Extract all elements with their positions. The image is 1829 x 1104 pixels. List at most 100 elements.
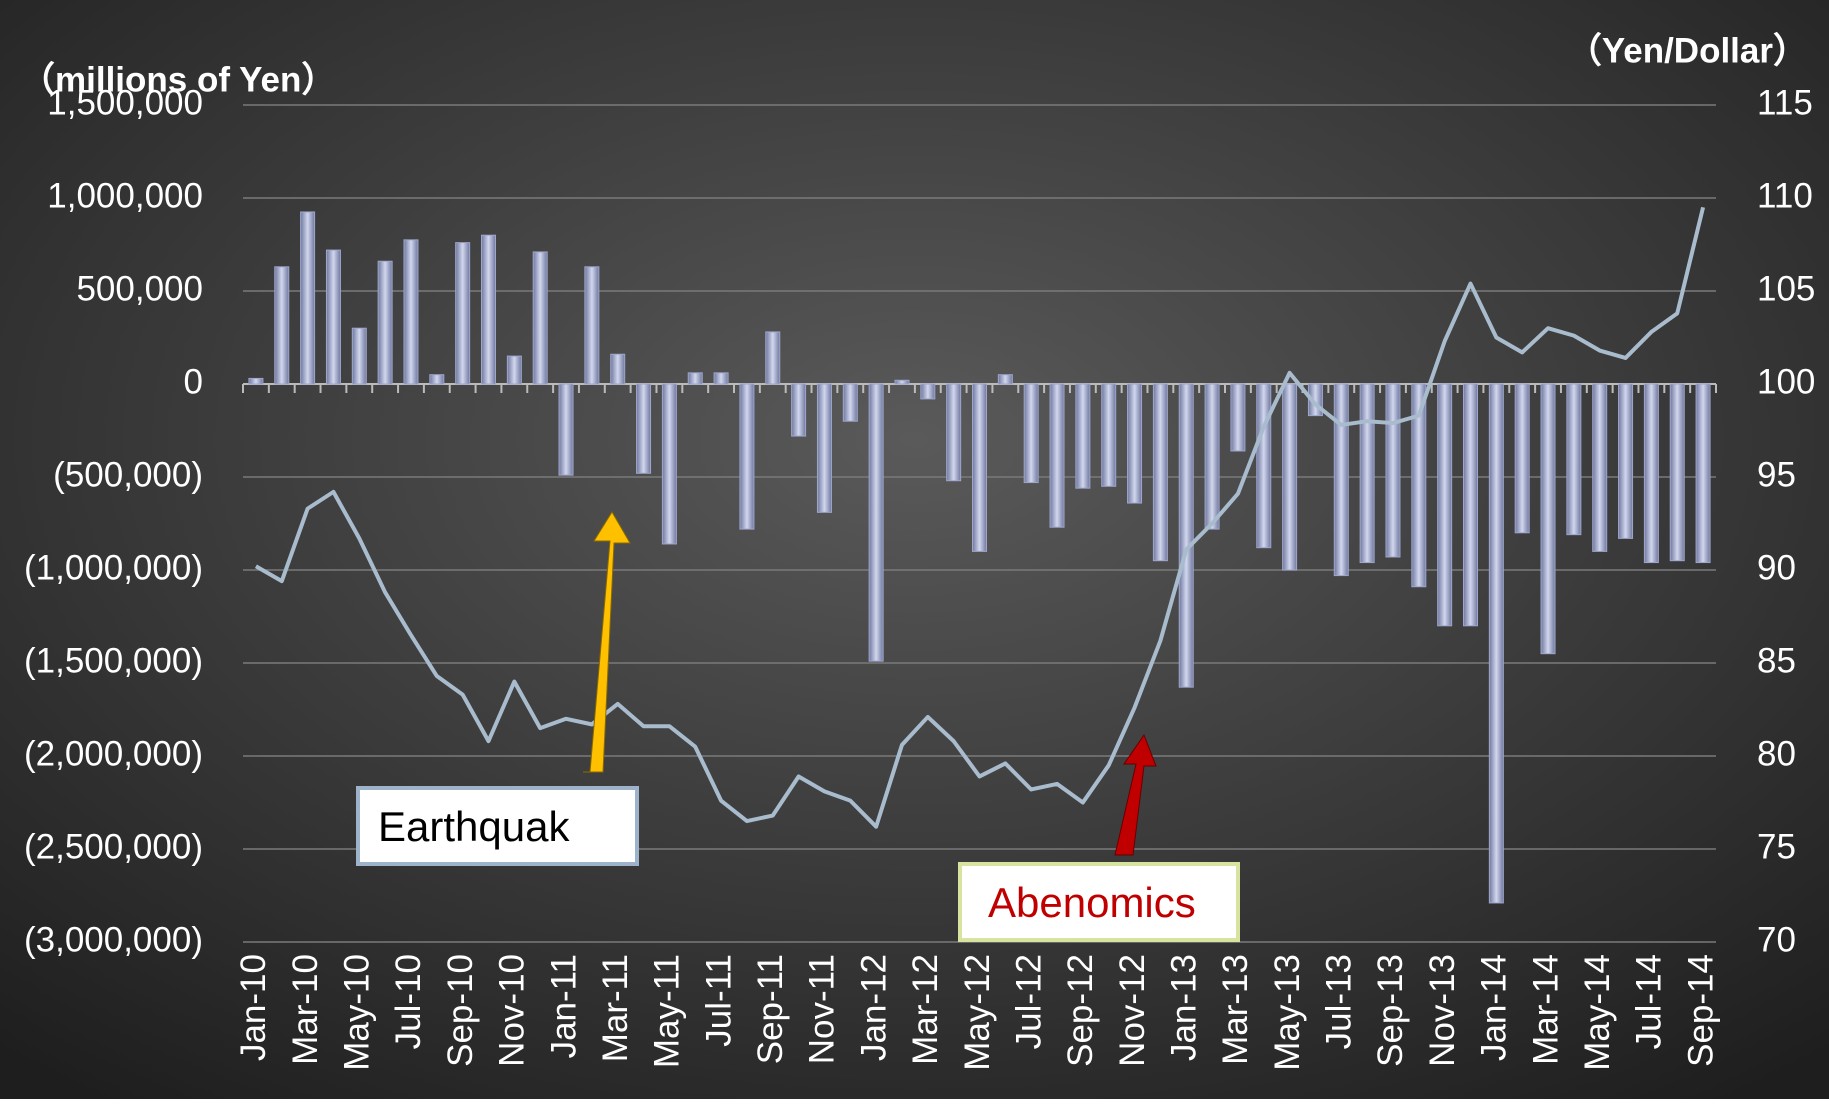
y2-tick-label: 100 <box>1757 362 1815 401</box>
x-tick-label: Jan-11 <box>544 954 583 1058</box>
y2-tick-label: 90 <box>1757 548 1796 587</box>
x-tick-label: Nov-11 <box>803 954 842 1064</box>
x-tick-label: May-10 <box>338 954 377 1071</box>
bar <box>1463 383 1478 627</box>
y-tick-label: (2,500,000) <box>24 827 203 866</box>
x-tick-label: Mar-11 <box>596 954 635 1062</box>
bar <box>325 249 341 385</box>
bar <box>274 266 290 385</box>
y-tick-label: (1,500,000) <box>24 641 203 680</box>
bar <box>455 242 471 385</box>
x-tick-label: Sep-14 <box>1681 954 1720 1067</box>
x-tick-label: Sep-12 <box>1061 954 1100 1067</box>
x-tick-label: Nov-12 <box>1113 954 1152 1067</box>
bar <box>1049 383 1065 528</box>
annotation-box <box>356 786 639 866</box>
bar <box>1282 383 1298 571</box>
bar <box>1618 383 1634 539</box>
bar <box>1566 383 1582 536</box>
bar <box>868 383 884 662</box>
bar <box>894 379 910 385</box>
x-tick-label: Mar-12 <box>906 954 945 1065</box>
annotation-box <box>958 862 1240 942</box>
bar <box>842 383 858 422</box>
bar <box>1333 383 1349 577</box>
annotation: Abenomics <box>988 879 1196 926</box>
y-tick-label: 500,000 <box>76 269 203 308</box>
bar <box>920 383 936 400</box>
x-tick-label: May-14 <box>1578 954 1617 1071</box>
bar <box>584 266 600 385</box>
bar <box>1695 383 1711 564</box>
bar <box>610 353 626 385</box>
bar <box>1488 383 1504 904</box>
bar <box>765 331 781 385</box>
bar <box>1256 383 1272 549</box>
y-tick-label: 1,500,000 <box>47 83 203 122</box>
bar <box>687 372 703 385</box>
bar <box>1669 383 1685 562</box>
x-tick-label: Mar-13 <box>1216 954 1255 1065</box>
bar <box>816 383 832 513</box>
bar <box>351 327 367 385</box>
bar <box>506 355 522 385</box>
annotation: Earthquak <box>378 803 570 850</box>
y2-axis-title: （Yen/Dollar） <box>1567 31 1808 70</box>
bar <box>713 372 729 385</box>
x-tick-label: Sep-10 <box>441 954 480 1067</box>
y2-tick-label: 75 <box>1757 827 1796 866</box>
bar <box>558 383 574 476</box>
bar <box>972 383 987 552</box>
y2-tick-label: 105 <box>1757 269 1815 308</box>
bar <box>1359 383 1375 564</box>
x-tick-label: Sep-11 <box>751 954 790 1064</box>
bar <box>481 234 496 385</box>
bar <box>1230 383 1246 452</box>
y2-tick-label: 70 <box>1757 920 1796 959</box>
bar <box>1127 383 1143 504</box>
bar <box>248 377 264 385</box>
x-tick-label: Jan-13 <box>1164 954 1203 1061</box>
y-tick-label: (3,000,000) <box>24 920 203 959</box>
bar <box>739 383 755 530</box>
y-tick-label: 1,000,000 <box>47 176 203 215</box>
bar <box>997 374 1013 385</box>
bar <box>1101 383 1117 487</box>
bar <box>1075 383 1091 489</box>
line <box>254 206 1706 829</box>
abenomics-arrow <box>1114 733 1157 856</box>
bar <box>377 260 393 385</box>
x-tick-label: May-12 <box>958 954 997 1071</box>
bar <box>403 239 419 385</box>
x-tick-label: May-11 <box>648 954 687 1068</box>
bar <box>791 383 807 437</box>
x-tick-label: Jul-12 <box>1009 954 1048 1049</box>
x-tick-label: Nov-10 <box>493 954 532 1067</box>
y-tick-label: (500,000) <box>53 455 203 494</box>
x-tick-label: Jan-12 <box>854 954 893 1061</box>
bar <box>661 383 677 545</box>
bar <box>636 383 652 474</box>
y-tick-label: 0 <box>184 362 203 401</box>
y2-tick-label: 85 <box>1757 641 1796 680</box>
bar <box>1152 383 1168 562</box>
earthquake-arrow <box>583 511 631 773</box>
x-tick-label: Jan-14 <box>1475 954 1514 1061</box>
x-tick-label: Jan-10 <box>234 954 273 1061</box>
y-axis-title: （millions of Yen） <box>20 60 336 99</box>
y2-tick-label: 110 <box>1757 176 1813 215</box>
x-tick-label: May-13 <box>1268 954 1307 1071</box>
bar <box>1178 383 1194 688</box>
bar <box>1514 383 1530 534</box>
x-tick-label: Jul-13 <box>1320 954 1359 1049</box>
bar <box>429 374 445 385</box>
x-tick-label: Mar-10 <box>286 954 325 1065</box>
bar <box>300 211 316 385</box>
y2-tick-label: 95 <box>1757 455 1796 494</box>
bar <box>946 383 962 482</box>
bar <box>1643 383 1659 564</box>
bar <box>1204 383 1220 530</box>
